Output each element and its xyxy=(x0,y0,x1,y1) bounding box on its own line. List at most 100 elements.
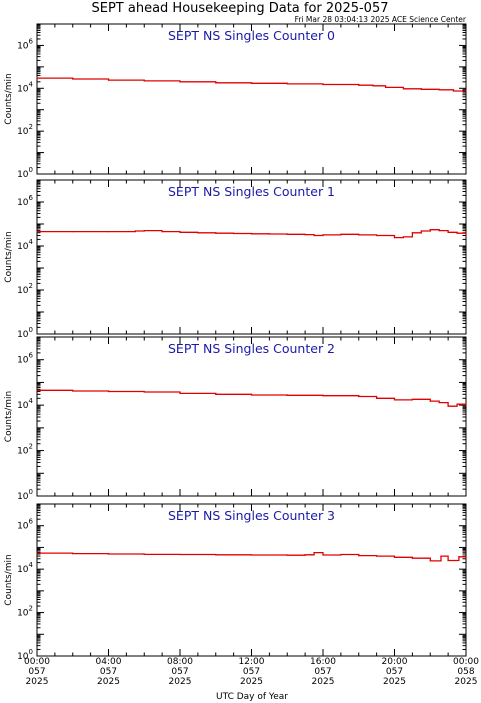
data-point xyxy=(134,230,136,232)
data-point xyxy=(304,233,306,236)
data-point xyxy=(36,389,38,391)
data-point xyxy=(215,232,217,234)
data-point xyxy=(322,554,324,556)
y-tick-label: 104 xyxy=(17,80,33,94)
data-point xyxy=(286,554,288,556)
y-tick-label: 100 xyxy=(17,326,33,340)
y-tick-label: 102 xyxy=(17,282,33,296)
data-point xyxy=(107,553,110,555)
series-line xyxy=(37,389,467,407)
x-tick-label: 00:00 057 2025 xyxy=(24,657,50,687)
y-tick-label: 100 xyxy=(17,488,33,502)
data-point xyxy=(313,551,315,554)
panel-title: SEPT NS Singles Counter 1 xyxy=(168,184,335,199)
data-point xyxy=(36,231,38,233)
data-point xyxy=(411,232,413,234)
data-point xyxy=(358,234,360,236)
data-point xyxy=(36,552,38,554)
data-point xyxy=(322,395,324,397)
data-point xyxy=(384,86,387,88)
data-point xyxy=(393,399,396,401)
data-point xyxy=(107,390,110,393)
x-tick-label: 12:00 057 2025 xyxy=(239,657,265,687)
data-point xyxy=(340,233,342,235)
plot-frame xyxy=(36,503,467,657)
data-point xyxy=(458,556,460,558)
plot-frame xyxy=(36,23,467,175)
y-tick-label: 100 xyxy=(17,166,33,180)
data-point xyxy=(215,82,217,84)
y-tick-label: 106 xyxy=(17,194,33,208)
data-point xyxy=(429,560,431,562)
y-axis-ticks: 100 102 104 106 xyxy=(17,24,466,180)
data-point xyxy=(402,88,405,90)
figure-subtitle: Fri Mar 28 03:04:13 2025 ACE Science Cen… xyxy=(295,15,467,24)
data-point xyxy=(72,390,74,392)
data-point xyxy=(429,229,431,231)
panel-title: SEPT NS Singles Counter 3 xyxy=(168,508,335,523)
data-point xyxy=(393,556,396,558)
panel-counter-1: 100 102 104 106 Counts/min SEPT NS Singles Co… xyxy=(4,179,467,340)
data-point xyxy=(313,234,315,237)
y-axis-label: Counts/min xyxy=(4,73,14,124)
data-point xyxy=(438,401,440,404)
x-axis-ticks xyxy=(36,337,467,496)
data-point xyxy=(286,233,288,235)
y-tick-label: 104 xyxy=(17,238,33,252)
data-point xyxy=(322,83,324,86)
series-line xyxy=(37,551,467,562)
y-tick-label: 104 xyxy=(17,397,33,411)
data-point xyxy=(286,83,288,85)
data-point xyxy=(376,555,378,557)
data-point xyxy=(440,555,442,557)
data-point xyxy=(107,231,110,233)
data-point xyxy=(376,397,378,399)
data-point xyxy=(179,392,181,394)
plot-frame xyxy=(36,336,467,497)
y-tick-label: 102 xyxy=(17,123,33,137)
data-point xyxy=(143,230,145,232)
panel-counter-0: 100 102 104 106 Counts/min SEPT NS Singles Co… xyxy=(4,23,467,180)
data-point xyxy=(420,88,422,90)
data-point xyxy=(179,553,181,556)
y-tick-label: 104 xyxy=(17,561,33,575)
y-tick-label: 102 xyxy=(17,605,33,619)
y-axis-label: Counts/min xyxy=(4,391,14,442)
y-axis-ticks: 100 102 104 106 xyxy=(17,337,466,502)
data-point xyxy=(179,231,181,233)
data-point xyxy=(215,393,217,395)
panel-title: SEPT NS Singles Counter 0 xyxy=(168,28,335,43)
data-point xyxy=(376,234,378,237)
data-point xyxy=(452,90,455,92)
data-point xyxy=(197,232,199,234)
data-point xyxy=(465,89,467,91)
data-point xyxy=(456,403,458,405)
panels: 100 102 104 106 Counts/min SEPT NS Singles Co… xyxy=(4,23,467,662)
x-axis-ticks xyxy=(36,24,467,174)
x-tick-label: 00:00 058 2025 xyxy=(453,657,479,687)
data-point xyxy=(447,405,449,407)
panel-title: SEPT NS Singles Counter 2 xyxy=(168,341,335,356)
data-point xyxy=(340,553,342,556)
data-point xyxy=(465,234,467,236)
x-tick-label: 16:00 057 2025 xyxy=(310,657,336,687)
data-point xyxy=(372,85,374,87)
data-point xyxy=(447,231,449,233)
x-axis-tick-labels: 00:00 057 2025 04:00 057 2025 08:00 057 2025 12:0… xyxy=(24,657,479,687)
data-point xyxy=(456,232,458,234)
data-point xyxy=(72,78,74,80)
data-point xyxy=(250,554,253,556)
y-axis-label: Counts/min xyxy=(4,231,14,282)
data-point xyxy=(250,394,253,396)
x-axis-label: UTC Day of Year xyxy=(216,692,288,702)
y-axis-ticks: 100 102 104 106 xyxy=(17,504,466,662)
data-point xyxy=(72,231,74,233)
data-point xyxy=(358,84,360,86)
y-tick-label: 102 xyxy=(17,443,33,457)
x-tick-label: 08:00 057 2025 xyxy=(167,657,193,687)
plot-frame xyxy=(36,179,467,335)
data-point xyxy=(420,230,422,232)
data-point xyxy=(358,555,360,557)
panel-counter-2: 100 102 104 106 Counts/min SEPT NS Singles Co… xyxy=(4,336,467,502)
